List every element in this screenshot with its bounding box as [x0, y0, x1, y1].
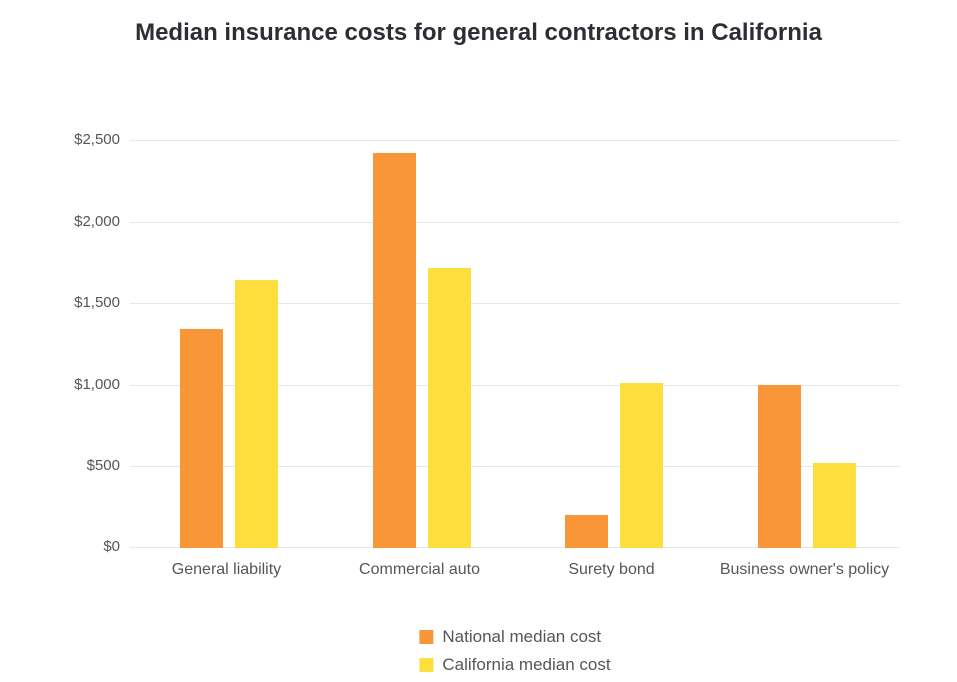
bar-national-surety-bond [565, 515, 608, 548]
gridline-1000 [130, 385, 900, 386]
bar-california-general-liability [235, 280, 278, 548]
legend-item-national: National median cost [419, 627, 601, 647]
bar-california-commercial-auto [428, 268, 471, 548]
gridline-500 [130, 466, 900, 467]
y-tick-label-1500: $1,500 [74, 294, 120, 311]
category-label-surety-bond: Surety bond [568, 561, 655, 578]
bar-national-commercial-auto [373, 153, 416, 548]
legend-label-national: National median cost [442, 627, 602, 646]
legend-item-california: California median cost [419, 655, 611, 675]
category-label-business-owner-s-policy: Business owner's policy [719, 561, 890, 578]
category-label-commercial-auto: Commercial auto [359, 561, 480, 578]
category-label-general-liability: General liability [171, 561, 282, 578]
bar-california-surety-bond [620, 383, 663, 548]
bar-national-general-liability [180, 329, 223, 548]
legend-swatch-california [419, 658, 434, 672]
y-tick-label-500: $500 [86, 457, 120, 474]
y-tick-label-1000: $1,000 [74, 376, 120, 393]
y-tick-label-0: $0 [103, 538, 120, 555]
legend-label-california: California median cost [442, 655, 611, 674]
bar-national-business-owner-s-policy [758, 385, 801, 548]
y-tick-label-2500: $2,500 [74, 131, 120, 148]
legend: National median cost California median co… [419, 627, 611, 675]
gridline-2000 [130, 222, 900, 223]
plot-area [130, 140, 900, 548]
legend-swatch-national [419, 630, 434, 644]
gridline-1500 [130, 303, 900, 304]
chart-title: Median insurance costs for general contr… [135, 19, 822, 46]
gridline-2500 [130, 140, 900, 141]
bar-california-business-owner-s-policy [813, 463, 856, 548]
gridline-0 [130, 547, 900, 548]
y-tick-label-2000: $2,000 [74, 213, 120, 230]
